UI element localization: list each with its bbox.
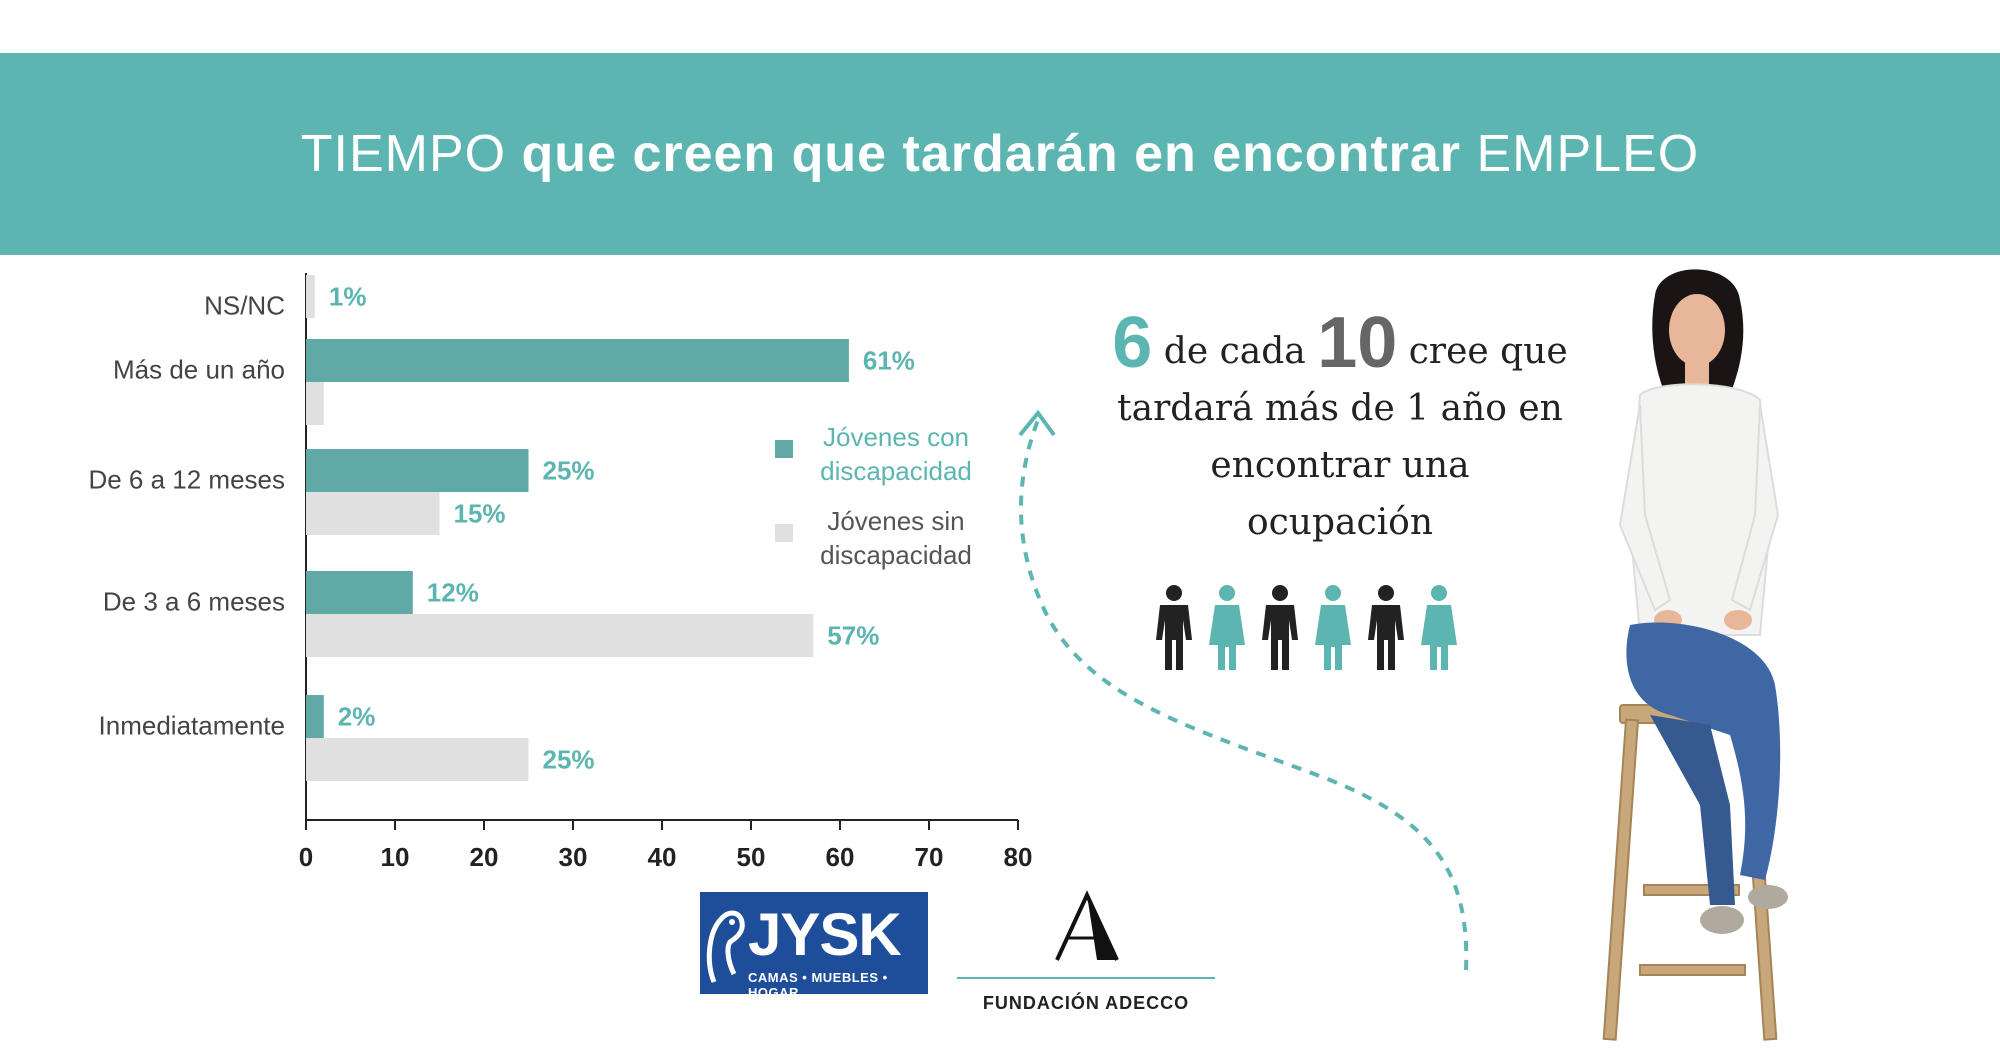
legend-label-con: Jóvenes con discapacidad xyxy=(811,420,981,488)
category-label: Inmediatamente xyxy=(99,711,285,741)
legend-swatch-con xyxy=(775,440,793,458)
x-tick-label: 10 xyxy=(381,842,410,872)
legend-label-sin-line1: Jóvenes sin xyxy=(827,506,965,536)
callout-number-6: 6 xyxy=(1112,303,1153,383)
adecco-name: FUNDACIÓN ADECCO xyxy=(982,993,1190,1013)
x-tick-label: 30 xyxy=(559,842,588,872)
jysk-bird-icon xyxy=(706,910,745,983)
data-label: 61% xyxy=(863,346,915,376)
x-tick-label: 50 xyxy=(737,842,766,872)
x-tick-label: 0 xyxy=(299,842,313,872)
title-part-middle: que creen que tardarán en encontrar xyxy=(521,125,1462,183)
bar-con xyxy=(306,695,324,738)
female-person-icon xyxy=(1209,585,1245,670)
adecco-a-icon xyxy=(1055,890,1119,961)
x-tick-label: 70 xyxy=(915,842,944,872)
title-part-empleo: EMPLEO xyxy=(1476,125,1700,183)
callout-number-10: 10 xyxy=(1317,303,1398,383)
bar-sin xyxy=(306,492,440,535)
data-label: 25% xyxy=(543,745,595,775)
male-person-icon xyxy=(1368,585,1404,670)
bar-con xyxy=(306,571,413,614)
callout-text-de-cada: de cada xyxy=(1163,331,1306,372)
data-label: 2% xyxy=(338,702,376,732)
people-icon-row xyxy=(1156,585,1457,670)
jysk-tagline: CAMAS • MUEBLES • HOGAR xyxy=(748,970,888,1000)
chart-legend: Jóvenes con discapacidad Jóvenes sin dis… xyxy=(775,420,981,588)
data-label: 57% xyxy=(827,621,879,651)
bar-con xyxy=(306,449,529,492)
x-tick-label: 20 xyxy=(470,842,499,872)
male-person-icon xyxy=(1156,585,1192,670)
jysk-wordmark: JYSK xyxy=(748,901,902,968)
callout-text-cree-que: cree que xyxy=(1408,331,1568,372)
bar-sin xyxy=(306,738,529,781)
data-label: 25% xyxy=(543,456,595,486)
woman-on-stool-photo xyxy=(1602,269,1788,1041)
adecco-rule xyxy=(957,977,1215,979)
fundacion-adecco-logo: FUNDACIÓN ADECCO xyxy=(957,890,1215,1020)
bar-con xyxy=(306,339,849,382)
legend-label-sin: Jóvenes sin discapacidad xyxy=(811,504,981,572)
male-person-icon xyxy=(1262,585,1298,670)
jysk-logo: JYSK CAMAS • MUEBLES • HOGAR xyxy=(700,892,928,1000)
legend-label-con-line2: discapacidad xyxy=(820,456,972,486)
category-label: NS/NC xyxy=(204,291,285,321)
callout-line-4: ocupación xyxy=(1246,502,1434,543)
bar-sin xyxy=(306,382,324,425)
legend-swatch-sin xyxy=(775,524,793,542)
callout-line-1: 6 de cada 10 cree que xyxy=(1060,307,1620,380)
page-title: TIEMPO que creen que tardarán en encontr… xyxy=(301,124,1699,184)
legend-item-con: Jóvenes con discapacidad xyxy=(775,420,981,488)
bar-chart: 0 10 20 30 40 50 60 70 80 NS/NC 1% Más de un año 61%… xyxy=(88,273,1033,872)
bar-sin xyxy=(306,275,315,318)
callout-line-3: encontrar una xyxy=(1210,445,1470,486)
legend-label-con-line1: Jóvenes con xyxy=(823,422,969,452)
category-label: De 3 a 6 meses xyxy=(103,587,285,617)
x-tick-label: 60 xyxy=(826,842,855,872)
callout-text: 6 de cada 10 cree que tardará más de 1 a… xyxy=(1060,307,1620,551)
data-label: 1% xyxy=(329,282,367,312)
female-person-icon xyxy=(1421,585,1457,670)
x-tick-label: 40 xyxy=(648,842,677,872)
bar-sin xyxy=(306,614,814,657)
legend-item-sin: Jóvenes sin discapacidad xyxy=(775,504,981,572)
callout-line-2: tardará más de 1 año en xyxy=(1117,388,1563,429)
category-label: De 6 a 12 meses xyxy=(88,465,285,495)
x-tick-label: 80 xyxy=(1004,842,1033,872)
data-label: 12% xyxy=(427,578,479,608)
female-person-icon xyxy=(1315,585,1351,670)
data-label: 15% xyxy=(454,499,506,529)
category-label: Más de un año xyxy=(113,355,285,385)
title-banner: TIEMPO que creen que tardarán en encontr… xyxy=(0,53,2000,255)
legend-label-sin-line2: discapacidad xyxy=(820,540,972,570)
title-part-tiempo: TIEMPO xyxy=(300,125,507,183)
dashed-arrow-curve xyxy=(1018,409,1469,971)
